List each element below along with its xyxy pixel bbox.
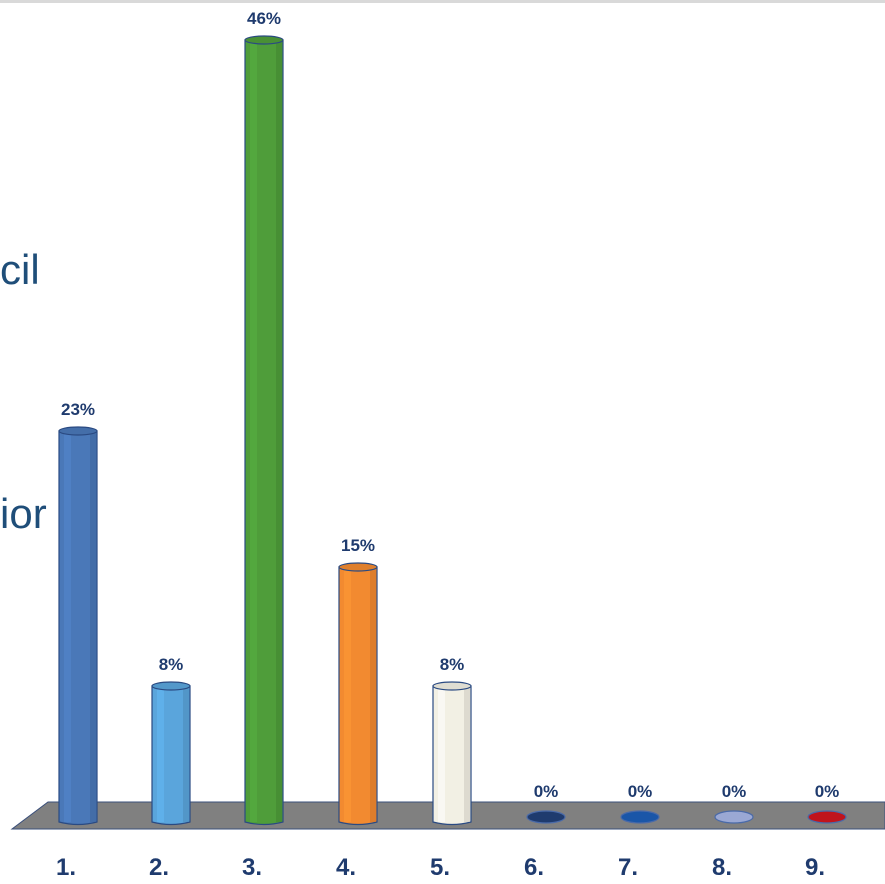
value-label-1: 23% <box>61 400 95 419</box>
bar-5-highlight <box>438 686 445 822</box>
category-label-7: 7. <box>618 854 638 881</box>
value-label-6: 0% <box>534 782 559 801</box>
background-text-fragment-2: ior <box>0 490 47 537</box>
category-label-5: 5. <box>430 854 450 881</box>
category-label-4: 4. <box>336 854 356 881</box>
bars-group <box>58 35 847 826</box>
bar-4-highlight <box>344 567 351 822</box>
bar-4-cap <box>338 562 378 572</box>
bar-4-shade <box>370 567 376 822</box>
bar-5-shade <box>464 686 470 822</box>
top-divider <box>0 0 885 3</box>
value-label-5: 8% <box>440 655 465 674</box>
bar-3-cap <box>244 35 284 45</box>
bar-9-zero-disc <box>807 810 847 824</box>
bar-2-shade <box>183 686 189 822</box>
bar-3-highlight <box>250 40 257 822</box>
category-labels-group: 1. 2. 3. 4. 5. 6. 7. 8. 9. <box>56 854 825 881</box>
value-label-9: 0% <box>815 782 840 801</box>
value-label-4: 15% <box>341 536 375 555</box>
bar-1-shade <box>90 431 96 822</box>
value-labels-group: 23% 8% 46% 15% 8% 0% 0% 0% 0% <box>61 9 839 801</box>
category-label-3: 3. <box>242 854 262 881</box>
bar-7-zero-disc <box>620 810 660 824</box>
bar-8-zero-disc <box>714 810 754 824</box>
category-label-2: 2. <box>149 854 169 881</box>
bar-2-highlight <box>157 686 164 822</box>
category-label-9: 9. <box>805 854 825 881</box>
category-label-6: 6. <box>524 854 544 881</box>
bar-3-shade <box>276 40 282 822</box>
bar-5-cap <box>432 681 472 691</box>
bar-1-highlight <box>64 431 71 822</box>
bar-1-cap <box>58 426 98 436</box>
bar-2-cap <box>151 681 191 691</box>
background-text-fragment-1: cil <box>0 246 40 293</box>
value-label-3: 46% <box>247 9 281 28</box>
value-label-8: 0% <box>722 782 747 801</box>
bar-6-zero-disc <box>526 810 566 824</box>
category-label-1: 1. <box>56 854 76 881</box>
category-label-8: 8. <box>712 854 732 881</box>
value-label-2: 8% <box>159 655 184 674</box>
value-label-7: 0% <box>628 782 653 801</box>
